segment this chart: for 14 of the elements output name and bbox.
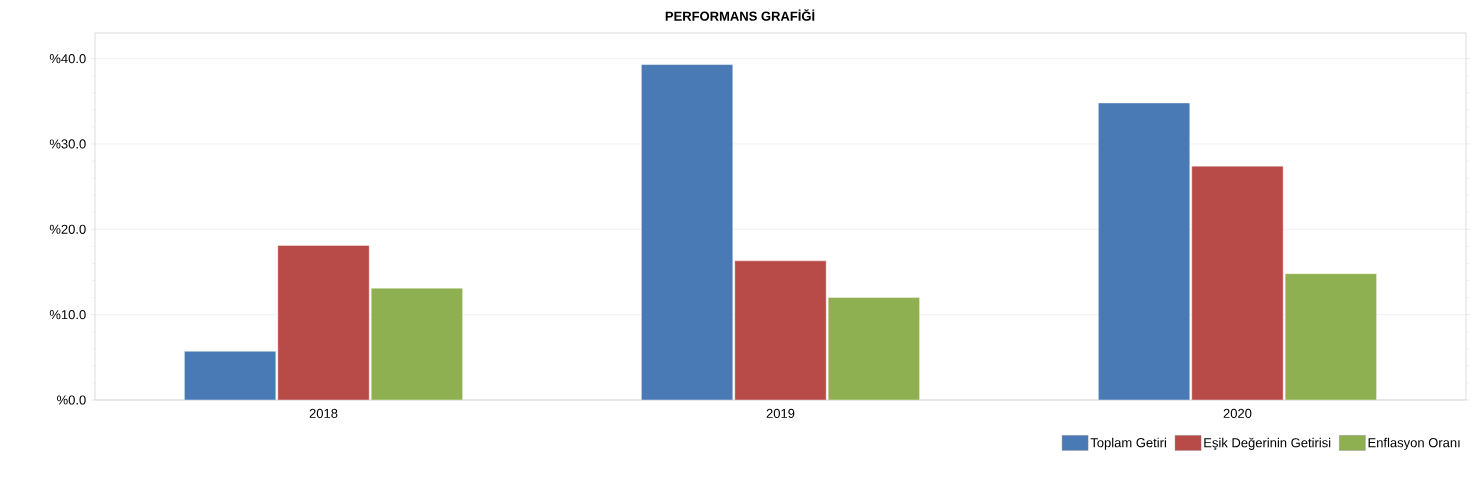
legend-label: Toplam Getiri	[1090, 437, 1166, 450]
x-tick-label: 2018	[309, 408, 338, 418]
y-tick-label: %10.0	[49, 310, 86, 320]
x-tick-label: 2020	[1223, 408, 1252, 418]
y-tick-label: %30.0	[49, 139, 86, 149]
x-tick-label: 2019	[766, 408, 795, 418]
bar	[184, 351, 277, 400]
legend-label: Eşik Değerinin Getirisi	[1204, 437, 1331, 450]
y-tick-label: %0.0	[57, 395, 86, 405]
legend-label: Enflasyon Oranı	[1368, 437, 1460, 450]
y-tick-label: %20.0	[49, 224, 86, 234]
y-tick-label: %40.0	[49, 53, 86, 64]
bar	[1284, 273, 1377, 400]
chart-title: PERFORMANS GRAFİĞİ	[665, 9, 815, 21]
